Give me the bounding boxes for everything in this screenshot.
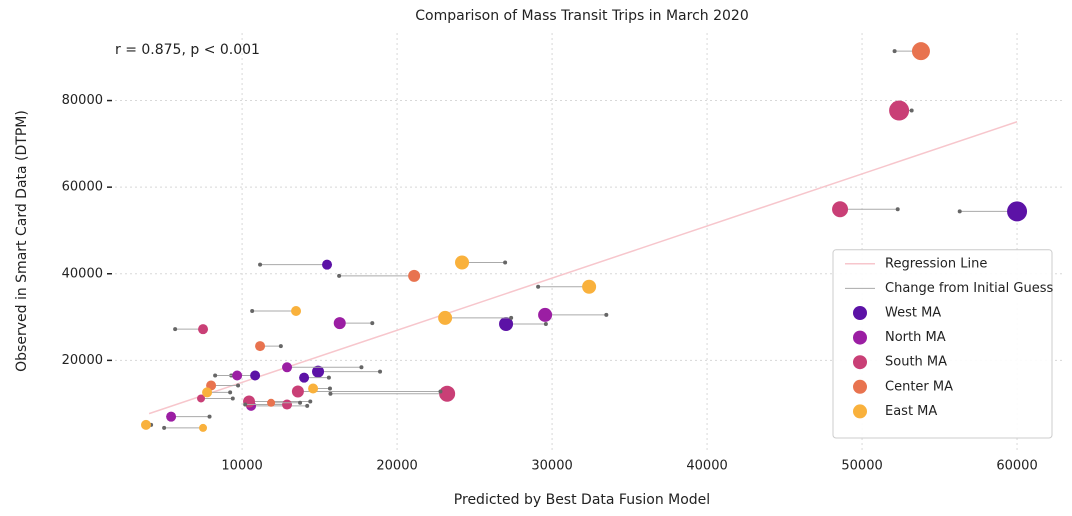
initial-guess-point <box>308 399 313 404</box>
data-point <box>538 307 553 322</box>
initial-guess-point <box>957 209 962 214</box>
initial-guess-point <box>173 327 178 332</box>
data-point <box>1007 201 1028 222</box>
annotation: r = 0.875, p < 0.001 <box>115 42 260 58</box>
initial-guess-point <box>378 369 383 374</box>
data-point <box>291 385 304 398</box>
initial-guess-point <box>162 425 167 430</box>
initial-guess-point <box>230 396 235 401</box>
data-point <box>832 201 849 218</box>
y-tick-label: 20000 <box>62 353 103 368</box>
initial-guess-point <box>359 365 364 370</box>
initial-guess-point <box>892 49 897 54</box>
data-point <box>166 411 177 422</box>
data-point <box>455 255 470 270</box>
initial-guess-point <box>895 207 900 212</box>
initial-guess-point <box>328 391 333 396</box>
legend-swatch <box>853 404 867 419</box>
initial-guess-point <box>604 312 609 317</box>
data-point <box>232 370 243 381</box>
data-point <box>499 316 514 331</box>
y-tick-label: 40000 <box>62 266 103 281</box>
data-point <box>250 370 261 381</box>
x-tick-label: 40000 <box>686 459 727 474</box>
x-tick-label: 20000 <box>376 459 417 474</box>
data-point <box>198 324 209 335</box>
data-point <box>582 279 597 294</box>
initial-guess-point <box>236 383 241 388</box>
initial-guess-point <box>228 390 233 395</box>
initial-guess-point <box>438 389 443 394</box>
data-point <box>255 341 266 352</box>
legend-label: South MA <box>885 355 947 370</box>
legend-label: Center MA <box>885 379 953 394</box>
data-point <box>308 383 319 394</box>
initial-guess-point <box>370 321 375 326</box>
data-point <box>439 385 456 402</box>
initial-guess-point <box>258 262 263 267</box>
initial-guess-point <box>337 273 342 278</box>
data-point <box>889 100 910 121</box>
data-point <box>408 269 421 282</box>
data-point <box>197 394 206 403</box>
data-point <box>282 399 293 410</box>
legend-label: North MA <box>885 330 946 345</box>
legend-swatch <box>853 306 867 320</box>
initial-guess-point <box>536 284 541 289</box>
initial-guess-point <box>213 373 218 378</box>
legend-label: West MA <box>885 306 941 321</box>
data-point <box>911 42 930 61</box>
data-point <box>322 259 333 270</box>
legend-swatch <box>853 355 867 370</box>
initial-guess-point <box>327 386 332 391</box>
data-point <box>299 372 310 383</box>
legend-label: Regression Line <box>885 256 987 271</box>
initial-guess-point <box>278 344 283 349</box>
legend-box <box>832 249 1053 439</box>
x-tick-label: 30000 <box>531 459 572 474</box>
initial-guess-point <box>543 321 548 326</box>
data-point <box>267 398 276 407</box>
x-axis-label: Predicted by Best Data Fusion Model <box>454 492 710 508</box>
initial-guess-point <box>326 375 331 380</box>
x-tick-label: 10000 <box>221 459 262 474</box>
data-point <box>291 306 302 316</box>
data-point <box>282 362 293 373</box>
y-tick-label: 80000 <box>62 93 103 108</box>
initial-guess-point <box>503 260 508 265</box>
data-point <box>312 365 325 378</box>
initial-guess-point <box>509 315 514 320</box>
initial-guess-point <box>298 400 303 405</box>
chart-title: Comparison of Mass Transit Trips in Marc… <box>415 8 748 24</box>
data-point <box>438 310 453 325</box>
initial-guess-point <box>909 108 914 113</box>
initial-guess-point <box>305 403 310 408</box>
data-point <box>140 419 151 430</box>
initial-guess-point <box>207 414 212 419</box>
data-point <box>202 387 213 398</box>
regression-line <box>148 121 1018 415</box>
data-point <box>333 317 346 330</box>
data-point <box>199 423 208 432</box>
initial-guess-point <box>250 309 255 313</box>
legend-label: East MA <box>885 404 937 419</box>
legend-swatch <box>853 330 867 345</box>
x-tick-label: 50000 <box>841 459 882 474</box>
x-tick-label: 60000 <box>996 459 1037 474</box>
y-tick-label: 60000 <box>62 180 103 195</box>
legend-label: Change from Initial Guess <box>885 281 1053 296</box>
initial-guess-point <box>243 402 248 407</box>
legend-swatch <box>853 379 867 394</box>
y-axis-label: Observed in Smart Card Data (DTPM) <box>14 110 30 372</box>
